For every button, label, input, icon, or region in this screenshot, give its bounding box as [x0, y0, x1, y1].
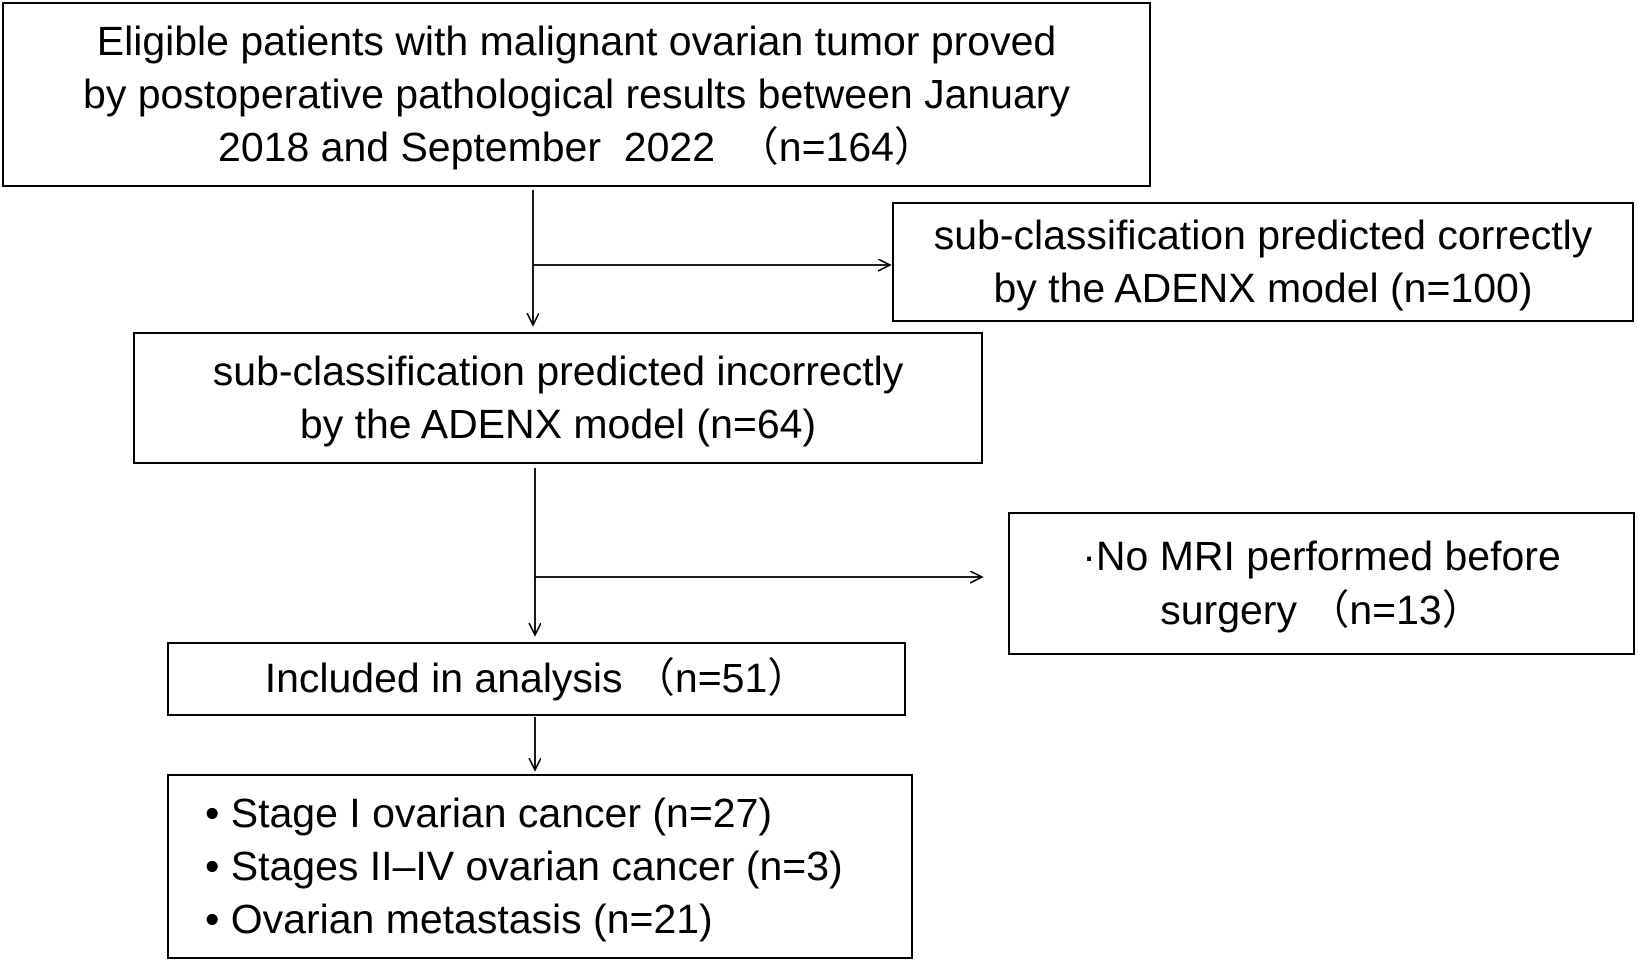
breakdown-item-metastasis: Ovarian metastasis (n=21): [205, 893, 713, 946]
breakdown-item-stages-ii-iv: Stages II–IV ovarian cancer (n=3): [205, 840, 843, 893]
no-mri-line-2: surgery （n=13）: [1160, 586, 1483, 633]
no-mri-line-1: ·No MRI performed before: [1082, 533, 1561, 580]
included-analysis-box: Included in analysis （n=51）: [167, 642, 906, 716]
breakdown-item-stage-i: Stage I ovarian cancer (n=27): [205, 787, 772, 840]
eligible-line-3: 2018 and September 2022 （n=164）: [218, 124, 935, 171]
predicted-correctly-box: sub-classification predicted correctly b…: [892, 202, 1634, 322]
correct-line-2: by the ADENX model (n=100): [993, 265, 1533, 311]
incorrect-line-1: sub-classification predicted incorrectly: [212, 347, 904, 394]
eligible-line-2: by postoperative pathological results be…: [83, 70, 1070, 117]
eligible-patients-box: Eligible patients with malignant ovarian…: [2, 2, 1151, 187]
eligible-line-1: Eligible patients with malignant ovarian…: [96, 17, 1057, 64]
incorrect-line-2: by the ADENX model (n=64): [299, 401, 817, 447]
correct-line-1: sub-classification predicted correctly: [933, 211, 1593, 258]
stage-breakdown-box: Stage I ovarian cancer (n=27) Stages II–…: [167, 774, 913, 959]
no-mri-box: ·No MRI performed before surgery （n=13）: [1008, 512, 1635, 655]
predicted-incorrectly-box: sub-classification predicted incorrectly…: [133, 332, 983, 464]
included-line-1: Included in analysis （n=51）: [264, 655, 809, 702]
